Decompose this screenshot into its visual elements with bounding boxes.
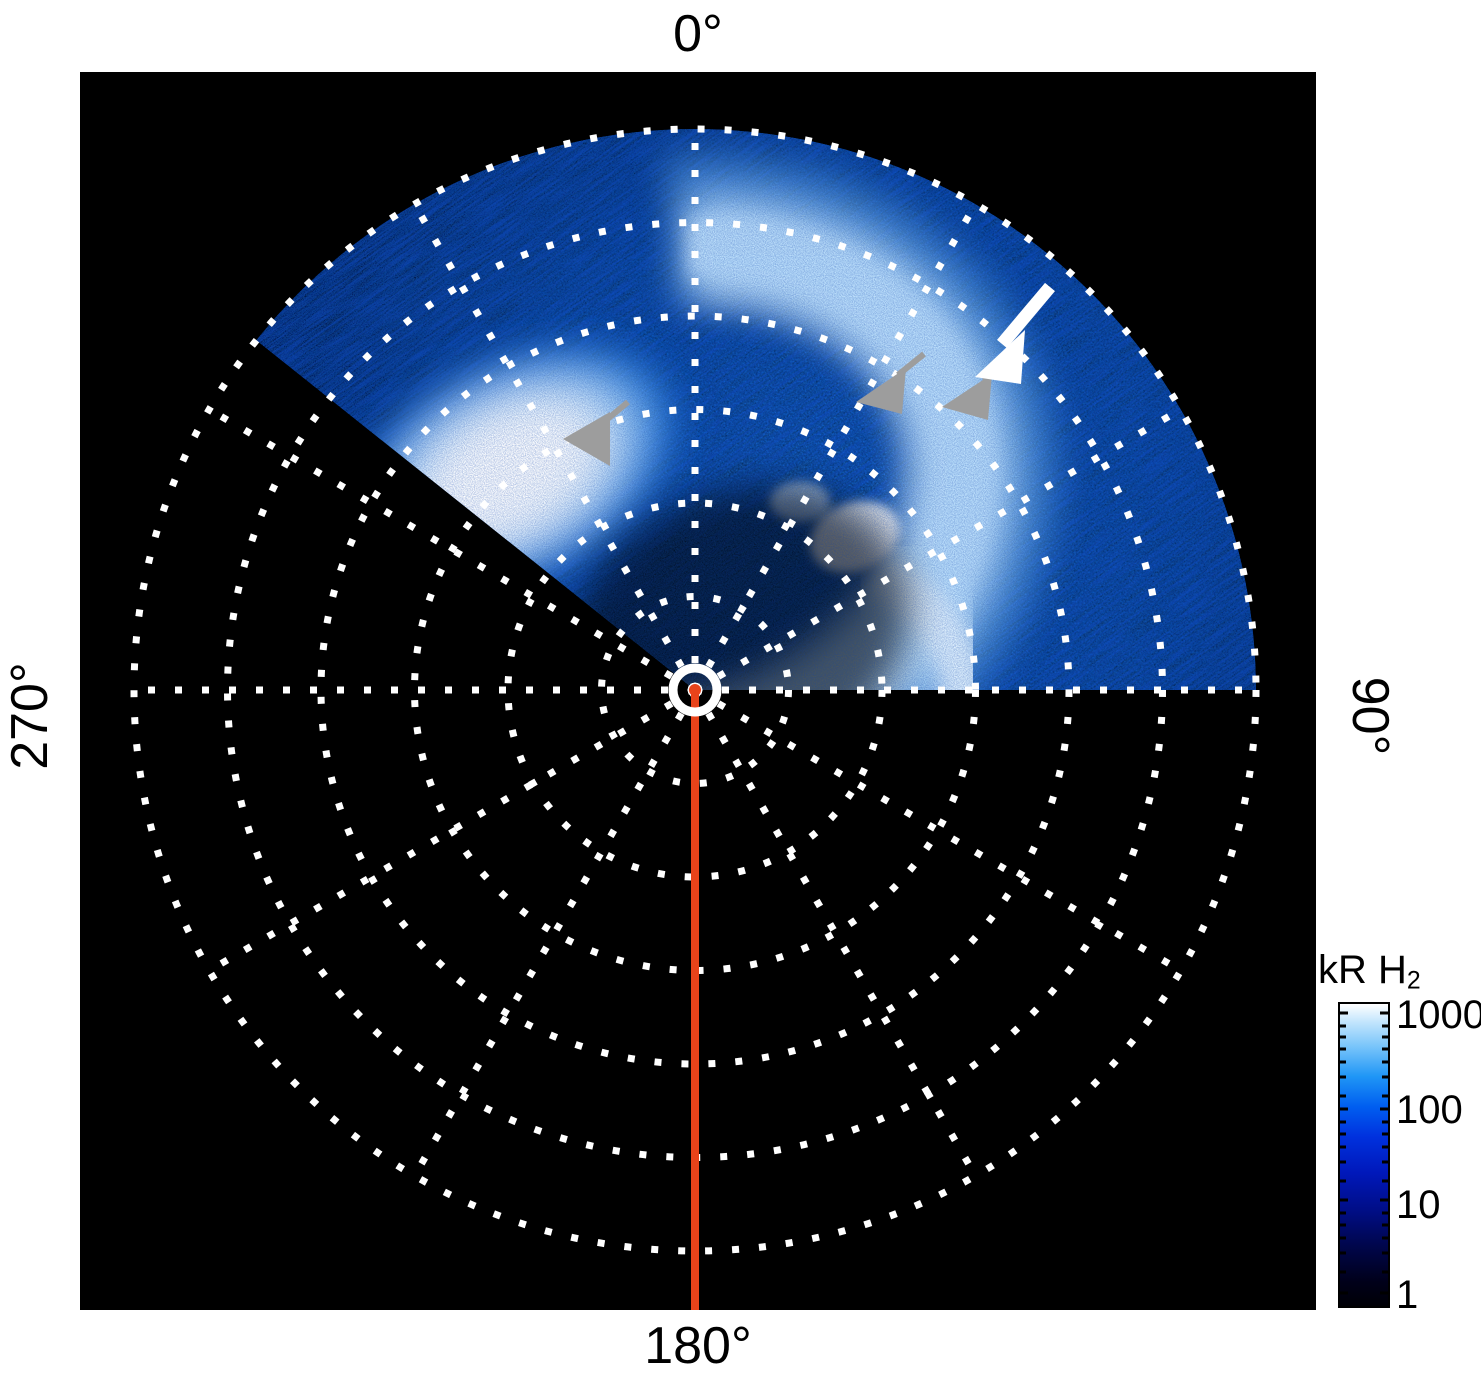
pole-marker	[668, 663, 722, 717]
white-arrow	[975, 282, 1055, 384]
azimuth-label-270: 270°	[1, 662, 59, 770]
grid-ring-2	[504, 499, 886, 881]
colorbar-title-main: kR H	[1318, 948, 1407, 992]
polar-plot-canvas	[80, 72, 1316, 1310]
azimuth-label-0: 0°	[673, 5, 723, 63]
azimuth-label-180: 180°	[644, 1317, 752, 1375]
gray-arrowhead-left	[563, 399, 630, 466]
colorbar-gradient	[1338, 1002, 1390, 1308]
colorbar-title-subscript: 2	[1406, 967, 1421, 995]
grid-ring-1	[598, 593, 792, 787]
colorbar-tick-100: 100	[1396, 1088, 1463, 1132]
colorbar-title: kR H2	[1318, 948, 1421, 995]
grid-ring-4	[317, 312, 1073, 1068]
azimuth-label-90: 90°	[1341, 676, 1399, 756]
colorbar-tick-1000: 1000	[1396, 993, 1481, 1037]
grid-ring-6	[130, 125, 1260, 1255]
gray-arrowhead-upper	[856, 351, 926, 414]
colorbar-tick-1: 1	[1396, 1273, 1419, 1317]
grid-ring-3	[411, 406, 979, 974]
colorbar-tick-10: 10	[1396, 1183, 1441, 1227]
colorbar-gradient-svg	[1340, 1004, 1388, 1306]
colorbar-ticks	[1340, 1011, 1388, 1295]
polar-plot-panel	[80, 72, 1316, 1310]
